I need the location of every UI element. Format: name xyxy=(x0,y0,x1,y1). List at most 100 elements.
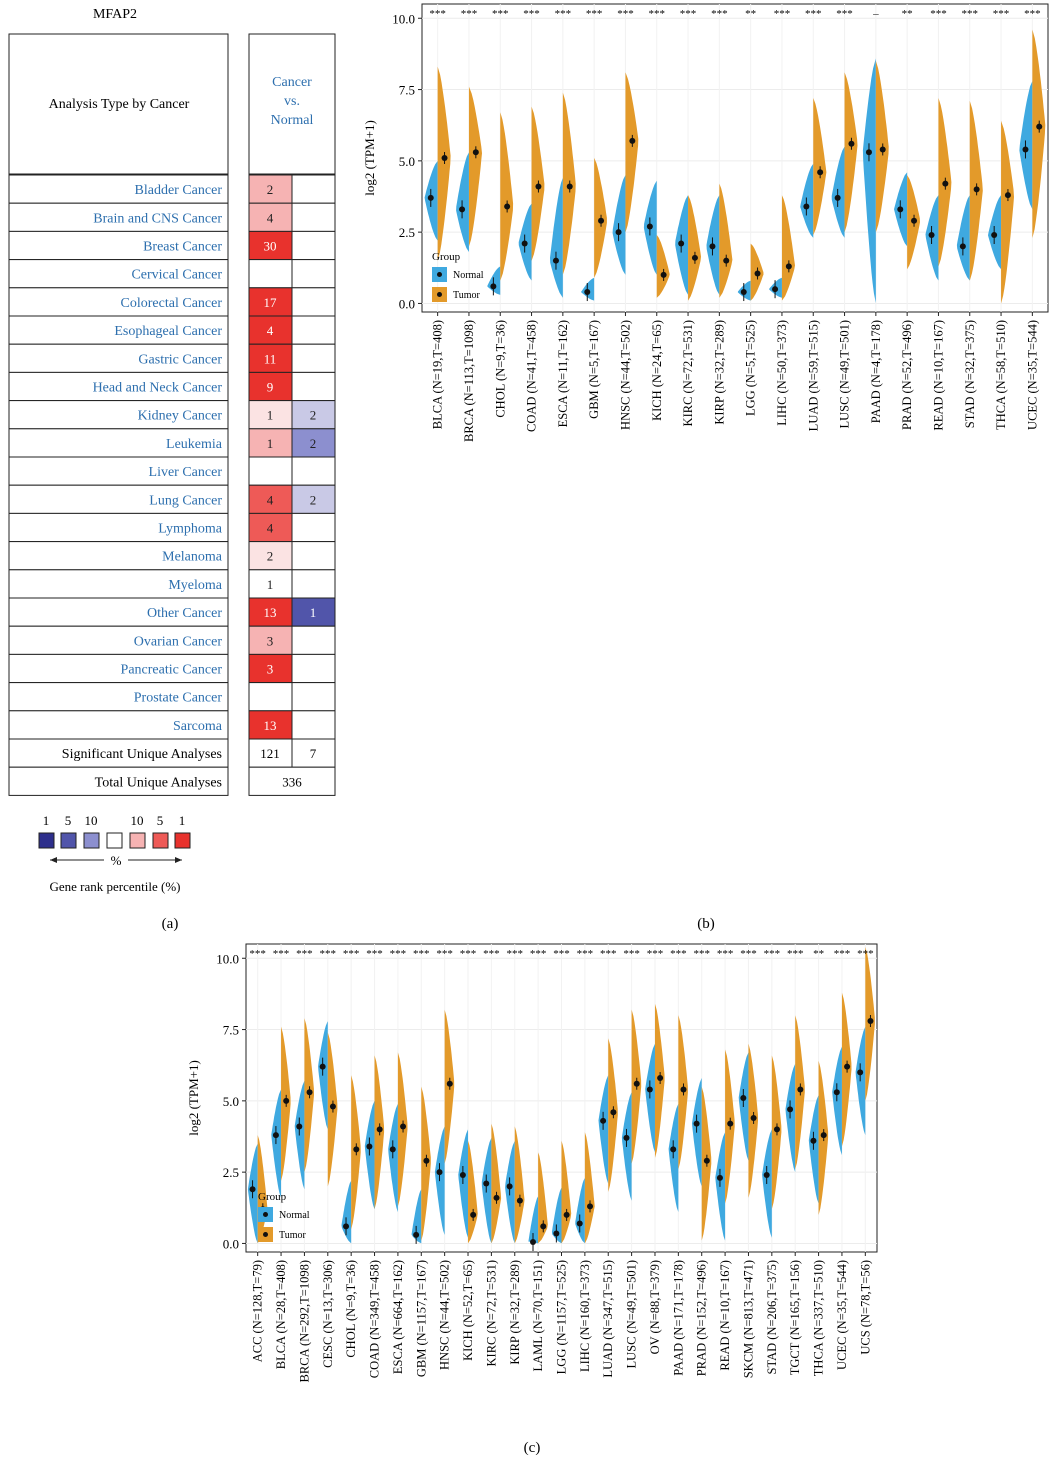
tumor-median-point xyxy=(879,146,886,153)
row-down-cell xyxy=(291,597,336,627)
row-label-cell xyxy=(8,400,229,430)
violin-tumor xyxy=(468,1140,478,1244)
x-tick-label: STAD (N=32,T=375) xyxy=(963,320,977,428)
tumor-median-point xyxy=(563,1211,570,1218)
tumor-median-point xyxy=(516,1197,523,1204)
normal-median-point xyxy=(709,243,716,250)
tumor-median-point xyxy=(376,1126,383,1133)
tumor-median-point xyxy=(773,1126,780,1133)
row-cancer-label: Prostate Cancer xyxy=(134,691,223,706)
x-tick-label: THCA (N=337,T=510) xyxy=(812,1260,826,1376)
x-tick-label: UCS (N=78,T=56) xyxy=(858,1260,872,1355)
row-label-cell xyxy=(8,710,229,740)
normal-median-point xyxy=(833,1089,840,1096)
y-axis-label: log2 (TPM+1) xyxy=(186,1060,201,1136)
violin-tumor xyxy=(781,195,795,301)
row-cancer-label: Brain and CNS Cancer xyxy=(93,211,222,226)
normal-median-point xyxy=(272,1132,279,1139)
violin-tumor xyxy=(844,72,858,233)
violin-normal xyxy=(575,1177,585,1244)
x-tick-label: TGCT (N=165,T=156) xyxy=(788,1260,802,1375)
row-cancer-label: Leukemia xyxy=(166,437,223,452)
legend-number: 10 xyxy=(131,813,144,828)
row-cancer-label: Liver Cancer xyxy=(149,465,223,480)
row-up-cell xyxy=(248,541,293,571)
significance-label: *** xyxy=(586,8,603,20)
header-cancer-vs-normal-line: Normal xyxy=(271,113,314,128)
significance-label: *** xyxy=(962,8,979,20)
normal-median-point xyxy=(928,232,935,238)
x-tick-label: PRAD (N=52,T=496) xyxy=(900,320,914,430)
significance-label: *** xyxy=(836,8,853,20)
row-up-cell xyxy=(248,682,293,712)
row-label-cell xyxy=(8,202,229,232)
row-label-cell xyxy=(8,174,229,204)
legend-number: 5 xyxy=(157,813,164,828)
panel-b-violin-chart: 0.0 2.5 5.0 7.5 10.0 log2 (TPM+1) *** BLCA (N=1… xyxy=(362,3,1049,932)
x-tick-label: ACC (N=128,T=79) xyxy=(251,1260,265,1362)
row-label-cell xyxy=(8,597,229,627)
x-tick-label: PAAD (N=4,T=178) xyxy=(869,320,883,423)
row-up-count: 1 xyxy=(267,436,274,451)
y-axis-label: log2 (TPM+1) xyxy=(362,120,377,196)
significant-label: Significant Unique Analyses xyxy=(62,747,222,762)
tumor-median-point xyxy=(844,1063,851,1070)
violin-tumor xyxy=(500,112,514,281)
legend-number: 1 xyxy=(179,813,186,828)
tumor-median-point xyxy=(470,1211,477,1218)
normal-median-point xyxy=(576,1220,583,1227)
row-up-cell xyxy=(248,230,293,261)
x-tick-label: GBM (N=1157,T=167) xyxy=(414,1260,428,1377)
legend-arrowhead-left xyxy=(50,857,57,863)
tumor-median-point xyxy=(446,1080,453,1087)
row-up-count: 30 xyxy=(264,239,277,254)
row-down-cell xyxy=(291,202,336,232)
x-tick-label: OV (N=88,T=379) xyxy=(648,1260,662,1354)
significance-label: *** xyxy=(930,8,947,20)
row-up-cell xyxy=(248,202,293,232)
violin-tumor xyxy=(538,1152,548,1244)
violin-tumor xyxy=(514,1126,525,1244)
row-cancer-label: Kidney Cancer xyxy=(138,409,223,424)
significance-label: *** xyxy=(436,948,453,960)
row-down-cell xyxy=(291,371,336,402)
violin-normal xyxy=(411,1189,422,1244)
row-cancer-label: Melanoma xyxy=(162,550,223,565)
normal-median-point xyxy=(427,194,434,201)
row-down-cell xyxy=(291,653,336,684)
row-up-count: 13 xyxy=(264,605,277,620)
x-tick-label: PRAD (N=152,T=496) xyxy=(695,1260,709,1376)
significance-label: *** xyxy=(507,948,524,960)
row-down-cell xyxy=(291,569,336,599)
row-up-cell xyxy=(248,484,293,514)
row-down-cell xyxy=(291,287,336,317)
row-label-cell xyxy=(8,371,229,402)
row-up-cell xyxy=(248,259,293,289)
legend-arrowhead-right xyxy=(175,857,182,863)
significance-label: *** xyxy=(366,948,383,960)
row-cancer-label: Head and Neck Cancer xyxy=(93,381,223,396)
legend-dot-normal xyxy=(263,1212,268,1217)
row-down-cell xyxy=(291,512,336,543)
tumor-median-point xyxy=(629,137,636,144)
tumor-median-point xyxy=(820,1132,827,1139)
row-cancer-label: Lymphoma xyxy=(158,522,223,537)
significant-down-cell xyxy=(291,738,336,768)
tumor-median-point xyxy=(306,1089,313,1096)
x-tick-label: LIHC (N=160,T=373) xyxy=(578,1260,592,1372)
legend-dot-tumor xyxy=(263,1232,268,1237)
total-label-cell xyxy=(8,766,229,796)
normal-median-point xyxy=(787,1106,794,1113)
x-tick-label: KICH (N=52,T=65) xyxy=(461,1260,475,1361)
tumor-median-point xyxy=(1004,192,1011,199)
legend-title: Group xyxy=(258,1191,287,1203)
y-tick-label: 7.5 xyxy=(223,1023,239,1038)
header-cancer-vs-normal-line: vs. xyxy=(284,94,300,109)
tumor-median-point xyxy=(723,257,730,264)
violin-tumor xyxy=(625,72,639,233)
normal-median-point xyxy=(803,203,810,210)
x-tick-label: LGG (N=5,T=525) xyxy=(744,320,758,416)
y-tick-label: 5.0 xyxy=(399,154,415,169)
significance-label: ** xyxy=(813,948,824,960)
tumor-median-point xyxy=(973,186,980,193)
